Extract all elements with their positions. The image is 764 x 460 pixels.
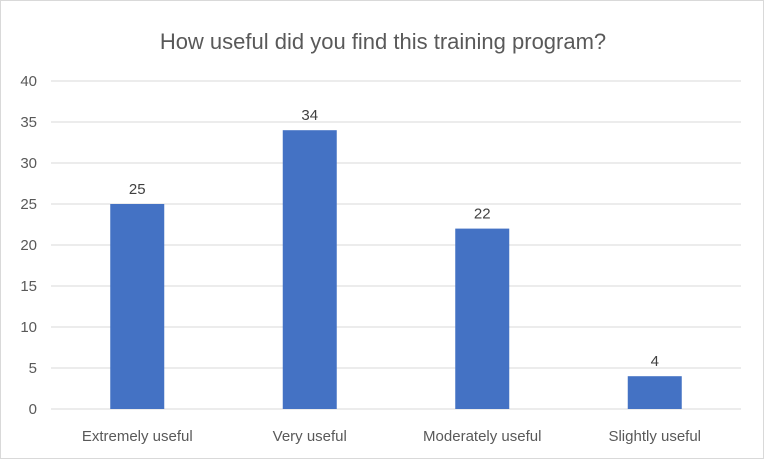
chart-title: How useful did you find this training pr… [160,29,606,54]
bar-data-label: 34 [301,107,318,124]
bar [282,130,337,409]
bar-data-label: 4 [651,353,659,370]
bar [110,204,165,409]
bar-data-label: 22 [474,206,491,223]
y-tick-label: 5 [29,360,37,377]
bar-data-label: 25 [129,181,146,198]
y-tick-label: 10 [20,319,37,336]
bar [455,228,510,409]
x-axis-categories: Extremely useful Very useful Moderately us… [82,428,701,445]
y-tick-label: 35 [20,114,37,131]
data-labels: 25 34 22 4 [129,107,659,370]
y-tick-label: 15 [20,278,37,295]
x-category-label: Slightly useful [608,428,701,445]
x-category-label: Very useful [273,428,347,445]
y-tick-label: 0 [29,401,37,418]
y-tick-label: 25 [20,196,37,213]
gridlines [51,80,741,410]
y-tick-label: 40 [20,73,37,90]
bar [627,376,682,409]
y-tick-label: 30 [20,155,37,172]
x-category-label: Moderately useful [423,428,541,445]
y-tick-label: 20 [20,237,37,254]
x-category-label: Extremely useful [82,428,193,445]
bars [110,130,682,409]
y-axis-ticks: 0 5 10 15 20 25 30 35 40 [20,73,37,418]
